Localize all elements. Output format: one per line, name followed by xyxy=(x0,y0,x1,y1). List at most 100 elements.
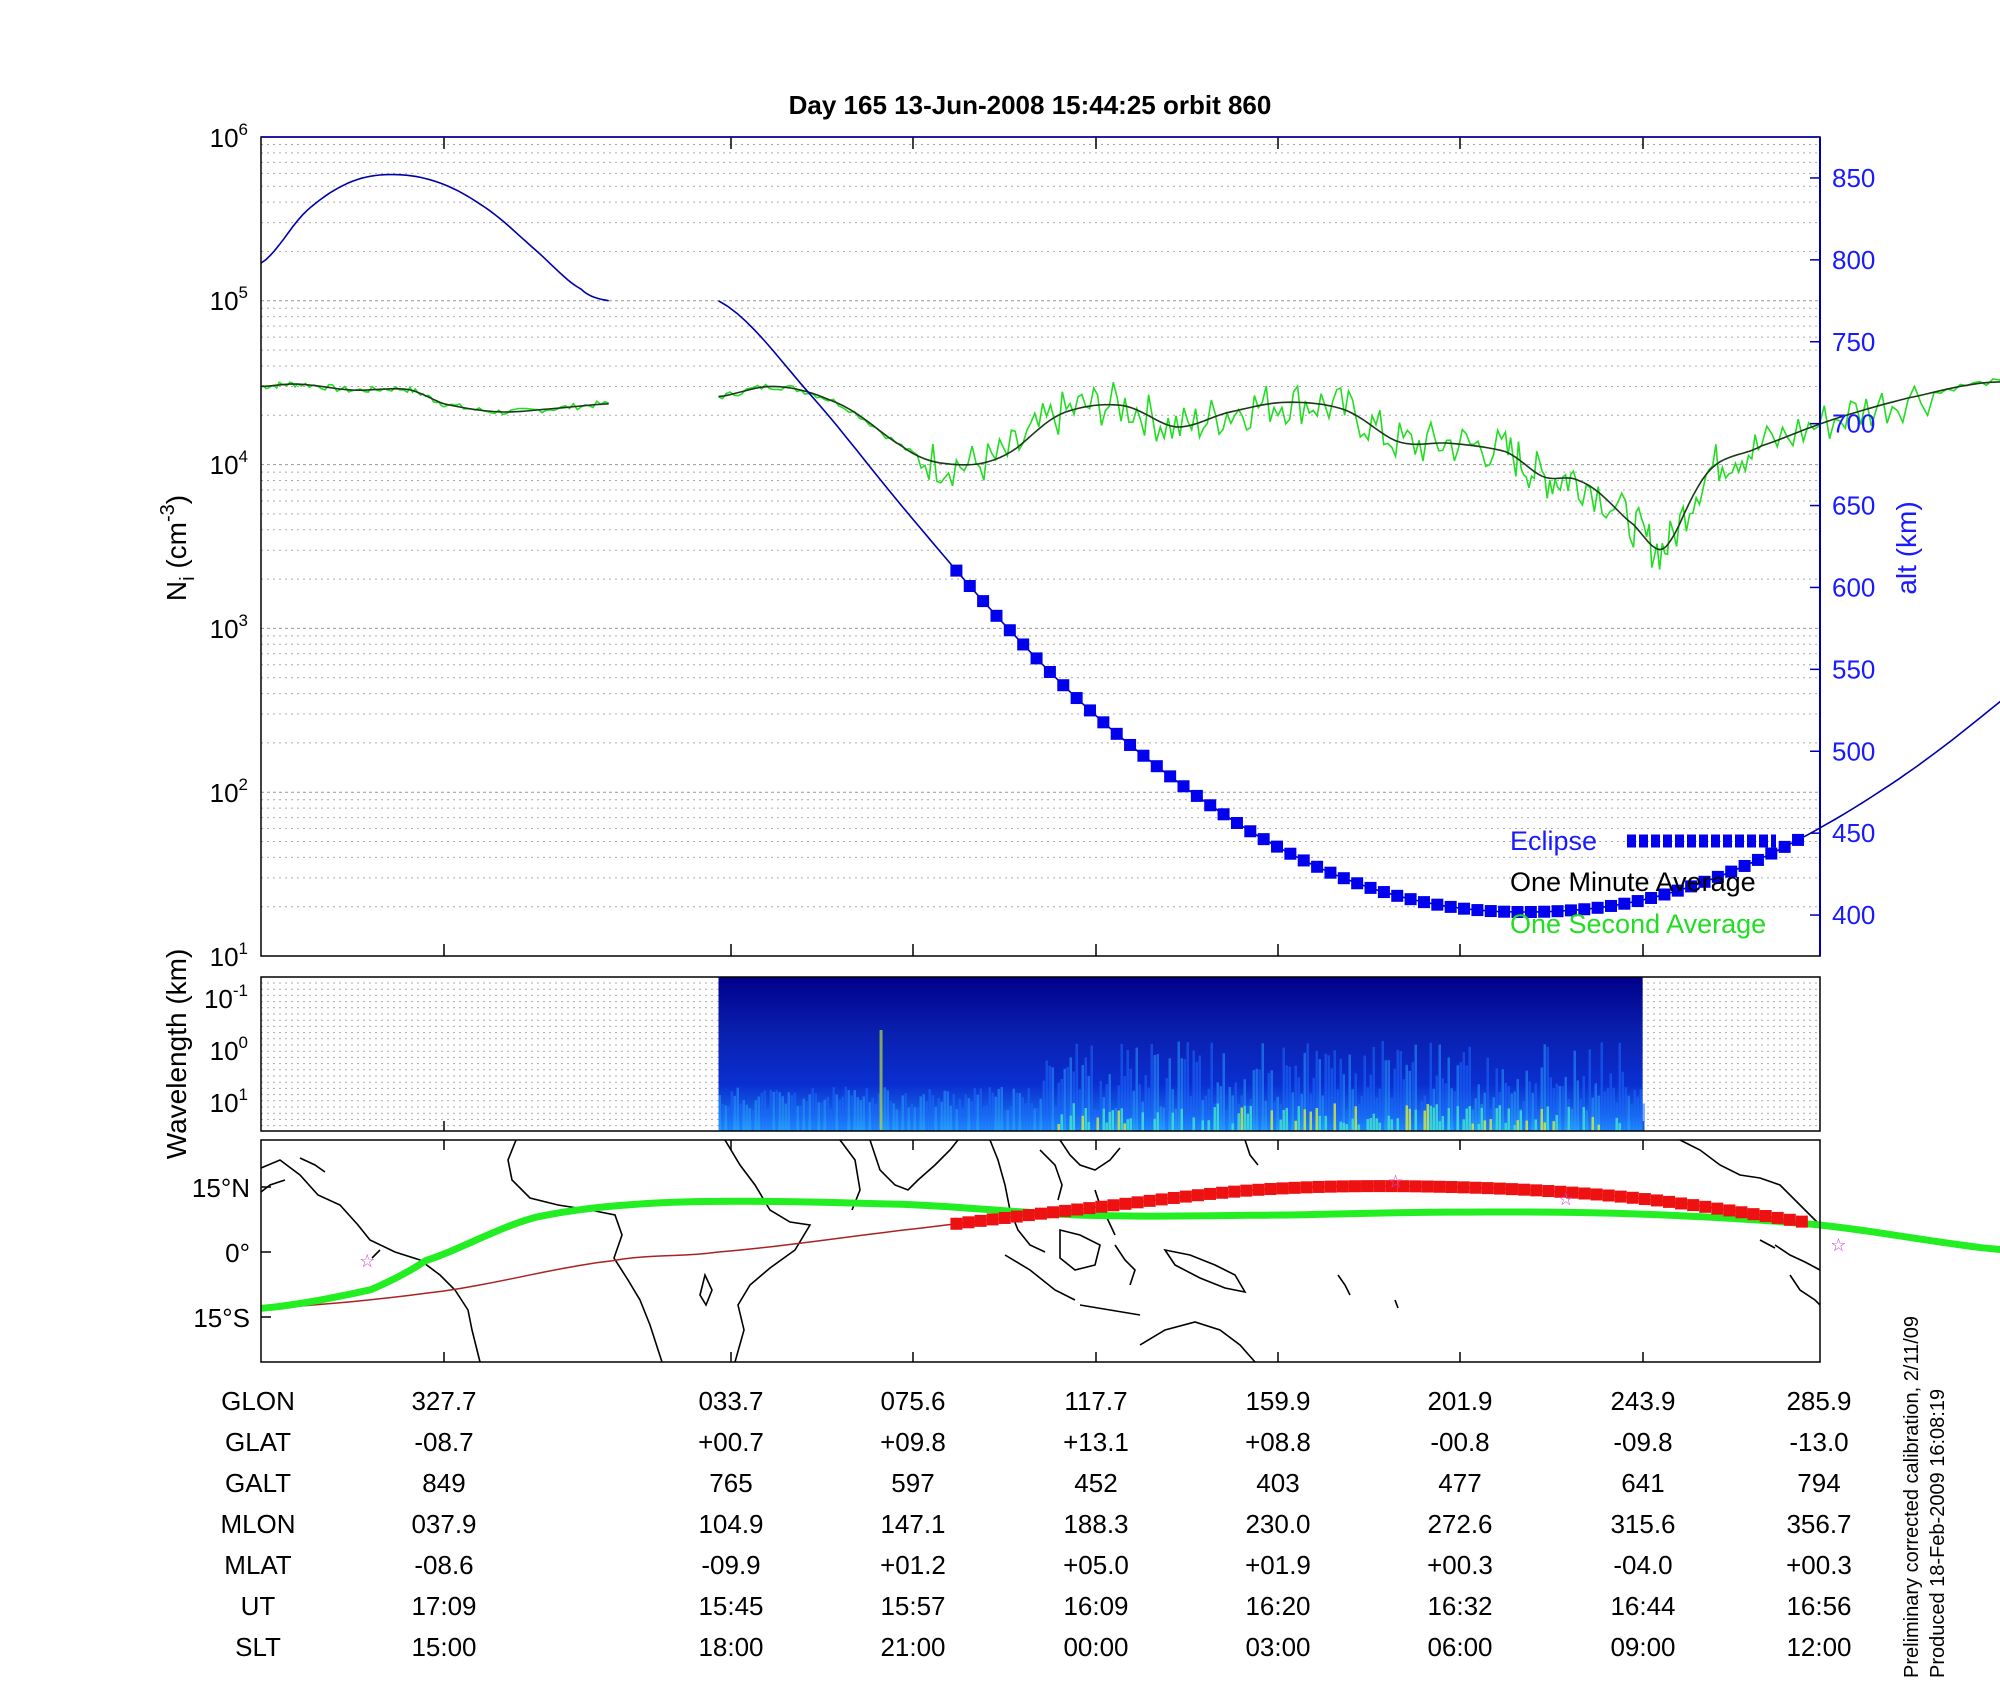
spectrogram-column xyxy=(1318,1059,1321,1131)
table-row-label: GLON xyxy=(221,1386,295,1416)
table-cell: -08.6 xyxy=(414,1550,473,1580)
spectrogram-column xyxy=(826,1096,829,1131)
spectrogram-column xyxy=(1390,1119,1393,1131)
spectrogram-frame xyxy=(260,976,1821,1132)
spectrogram-column xyxy=(1057,1124,1060,1131)
spectrogram-column xyxy=(1594,1083,1597,1131)
spectrogram-column xyxy=(1072,1071,1075,1131)
spectrogram-column xyxy=(1117,1110,1120,1131)
spectrogram-column xyxy=(1318,1115,1321,1131)
spectrogram-column xyxy=(1585,1110,1588,1131)
spectrogram-column xyxy=(1135,1047,1138,1131)
spectrogram-column xyxy=(1168,1058,1171,1131)
ni-tick-label: 101 xyxy=(210,939,248,972)
table-cell: 201.9 xyxy=(1427,1386,1492,1416)
spectrogram-column xyxy=(1453,1091,1456,1131)
spectrogram-column xyxy=(1333,1050,1336,1131)
spectrogram-column xyxy=(1144,1075,1147,1131)
spectrogram-column xyxy=(1462,1052,1465,1131)
spectrogram-column xyxy=(796,1105,799,1131)
spectrogram-column xyxy=(1222,1053,1225,1131)
eclipse-marker xyxy=(1057,679,1070,692)
spectrogram-column xyxy=(1525,1120,1528,1131)
map-frame xyxy=(260,1139,1821,1363)
spectrogram-column xyxy=(1576,1080,1579,1131)
eclipse-marker xyxy=(1030,652,1043,665)
eclipse-marker xyxy=(1792,833,1805,846)
spectrogram-column xyxy=(808,1094,811,1131)
spectrogram-column xyxy=(1156,1054,1159,1131)
spectrogram-column xyxy=(1138,1084,1141,1131)
spectrogram-column xyxy=(1348,1054,1351,1131)
spectrogram-column xyxy=(1120,1043,1123,1131)
table-cell: 18:00 xyxy=(698,1632,763,1662)
spectrogram-column xyxy=(1048,1065,1051,1131)
spectrogram-column xyxy=(1558,1085,1561,1131)
eclipse-track-marker xyxy=(1191,1189,1204,1202)
spectrogram-column xyxy=(1513,1091,1516,1131)
spectrogram-column xyxy=(1432,1107,1435,1131)
spectrogram-column xyxy=(1516,1120,1519,1131)
eclipse-track-marker xyxy=(1759,1210,1772,1223)
spectrogram-column xyxy=(1516,1079,1519,1131)
top-lines xyxy=(260,173,2000,918)
spectrogram-column xyxy=(889,1100,892,1131)
spectrogram-column xyxy=(1504,1082,1507,1131)
eclipse-track-marker xyxy=(1361,1180,1374,1193)
spectrogram-column xyxy=(1612,1087,1615,1131)
eclipse-marker xyxy=(1137,749,1150,762)
spectrogram-column xyxy=(1447,1057,1450,1131)
spectrogram-column xyxy=(952,1093,955,1131)
spectrogram-column xyxy=(1159,1106,1162,1131)
alt-tick-label: 650 xyxy=(1832,491,1875,521)
eclipse-track-marker xyxy=(1687,1199,1700,1212)
spectrogram-column xyxy=(1147,1087,1150,1131)
spectrogram-column xyxy=(1396,1049,1399,1131)
spectrogram-column xyxy=(1570,1108,1573,1131)
spectrogram-column xyxy=(1186,1042,1189,1131)
spectrogram-column xyxy=(967,1098,970,1131)
spectrogram-column xyxy=(1513,1124,1516,1131)
spectrogram-column xyxy=(1552,1121,1555,1131)
eclipse-marker xyxy=(963,580,976,593)
spectrogram-column xyxy=(1129,1068,1132,1131)
table-cell: 16:44 xyxy=(1610,1591,1675,1621)
eclipse-marker xyxy=(1284,847,1297,860)
spectrogram-column xyxy=(1270,1070,1273,1131)
spectrogram-column xyxy=(1408,1070,1411,1131)
spectrogram-column xyxy=(1252,1070,1255,1131)
spectrogram-column xyxy=(1057,1082,1060,1131)
eclipse-track-marker xyxy=(1469,1181,1482,1194)
spectrogram-column xyxy=(1378,1122,1381,1131)
table-cell: 794 xyxy=(1797,1468,1840,1498)
one-second-average-line xyxy=(718,378,2000,570)
spectrogram-column xyxy=(1312,1077,1315,1131)
orbit-star-marker: ☆ xyxy=(1830,1235,1846,1255)
spectrogram-column xyxy=(754,1100,757,1131)
table-cell: +00.3 xyxy=(1786,1550,1852,1580)
spectrogram-column xyxy=(1369,1118,1372,1131)
eclipse-track-marker xyxy=(1542,1185,1555,1198)
spectrogram-column xyxy=(832,1087,835,1131)
spectrogram-column xyxy=(1405,1064,1408,1131)
spectrogram-column xyxy=(736,1087,739,1131)
eclipse-track-marker xyxy=(1059,1204,1072,1217)
spectrogram-column xyxy=(1423,1110,1426,1131)
table-cell: 09:00 xyxy=(1610,1632,1675,1662)
spectrogram-column xyxy=(850,1095,853,1131)
spectrogram-column xyxy=(973,1088,976,1131)
spectrogram-column xyxy=(1321,1095,1324,1131)
table-cell: 104.9 xyxy=(698,1509,763,1539)
spectrogram-column xyxy=(1582,1107,1585,1131)
spectrogram-column xyxy=(817,1102,820,1131)
spectrogram-column xyxy=(838,1099,841,1131)
eclipse-track-marker xyxy=(1204,1187,1217,1200)
spectrogram-column xyxy=(1603,1091,1606,1131)
spectrogram-column xyxy=(1156,1112,1159,1131)
spectrogram-column xyxy=(1123,1076,1126,1131)
spectrogram-column xyxy=(847,1090,850,1131)
spectrogram-column xyxy=(1060,1078,1063,1131)
eclipse-track-marker xyxy=(1493,1182,1506,1195)
spectrogram-column xyxy=(901,1095,904,1131)
eclipse-marker xyxy=(1471,904,1484,917)
